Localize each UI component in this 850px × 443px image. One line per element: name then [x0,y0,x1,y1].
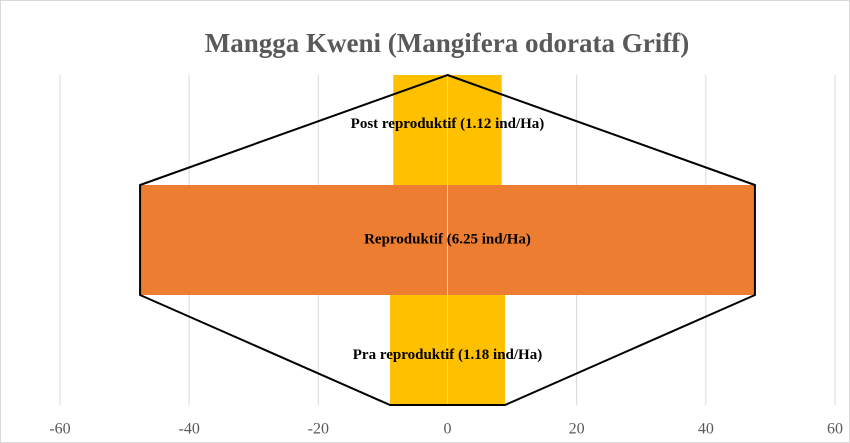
category-label: Reproduktif (6.25 ind/Ha) [364,231,531,247]
category-label: Post reproduktif (1.12 ind/Ha) [351,116,545,132]
chart-title: Mangga Kweni (Mangifera odorata Griff) [205,28,689,58]
category-label: Pra reproduktif (1.18 ind/Ha) [353,347,542,363]
x-tick-label: 20 [569,421,585,438]
x-tick-label: 40 [698,421,714,438]
bar [448,295,505,405]
x-tick-label: -40 [179,421,200,438]
x-tick-label: 60 [827,421,843,438]
bar [448,185,755,295]
bar [140,185,448,295]
bar [448,75,502,185]
bar [390,295,447,405]
bar [393,75,447,185]
pyramid-outline [139,73,756,406]
x-tick-label: 0 [444,421,452,438]
x-tick-label: -20 [308,421,329,438]
x-tick-label: -60 [49,421,70,438]
